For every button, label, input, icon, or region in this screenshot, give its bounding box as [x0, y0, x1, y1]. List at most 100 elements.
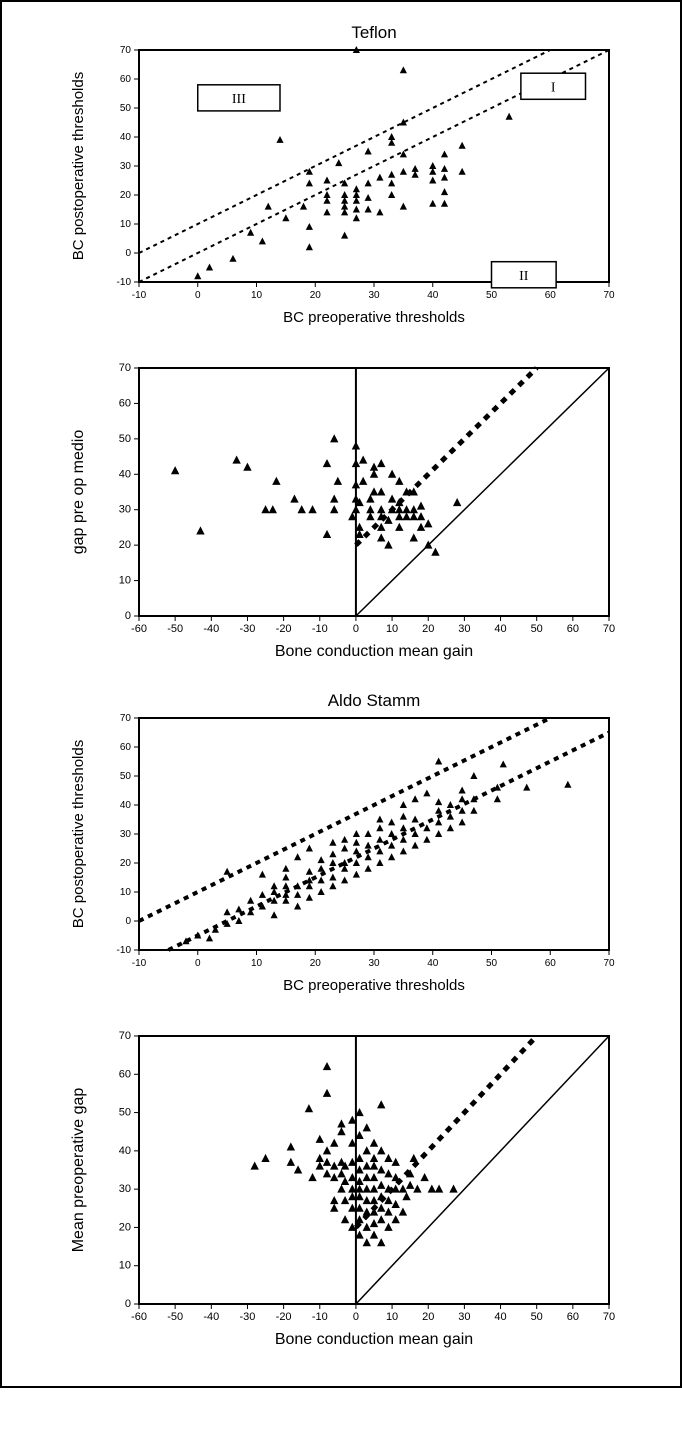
x-tick-label: 20 — [310, 958, 322, 969]
x-tick-label: -20 — [276, 1311, 292, 1323]
y-axis-label: BC postoperative thresholds — [70, 72, 87, 260]
x-tick-label: -10 — [132, 290, 147, 301]
y-tick-label: 20 — [120, 858, 132, 869]
chart-title: Teflon — [351, 23, 396, 42]
region-label: II — [519, 269, 529, 284]
y-tick-label: 10 — [120, 219, 132, 230]
y-tick-label: 70 — [119, 362, 131, 374]
x-tick-label: 30 — [458, 623, 470, 635]
y-tick-label: 40 — [119, 1145, 131, 1157]
teflon-bc-scatter: Teflon -10 0 10 20 30 40 50 60 70 -10 0 10 20 30 40 50 60… — [61, 20, 621, 330]
stamm-bc-scatter: Aldo Stamm -10 0 10 20 30 40 50 60 70 -10 0 10 20 30 40… — [61, 688, 621, 998]
x-tick-label: 0 — [353, 1311, 359, 1323]
x-tick-label: 10 — [386, 623, 398, 635]
x-tick-label: -40 — [203, 623, 219, 635]
plot-area — [139, 718, 609, 950]
x-tick-label: 70 — [603, 290, 615, 301]
x-tick-label: 40 — [427, 290, 439, 301]
x-axis-label: Bone conduction mean gain — [275, 1331, 473, 1348]
y-axis-label: gap pre op medio — [70, 430, 87, 555]
x-tick-label: 50 — [531, 623, 543, 635]
y-tick-label: 40 — [120, 132, 132, 143]
y-tick-label: 70 — [120, 45, 132, 56]
x-tick-label: 60 — [545, 290, 557, 301]
x-tick-label: 50 — [531, 1311, 543, 1323]
y-tick-label: 70 — [119, 1030, 131, 1042]
x-tick-label: 50 — [486, 958, 498, 969]
y-tick-label: 40 — [120, 800, 132, 811]
x-tick-label: 30 — [368, 290, 380, 301]
y-tick-label: 50 — [119, 433, 131, 445]
x-axis-label: Bone conduction mean gain — [275, 643, 473, 660]
x-tick-label: 30 — [368, 958, 380, 969]
y-axis-label: Mean preoperative gap — [70, 1088, 87, 1253]
x-tick-label: 40 — [494, 1311, 506, 1323]
x-tick-label: 20 — [422, 623, 434, 635]
y-tick-label: 20 — [120, 190, 132, 201]
x-tick-label: 10 — [386, 1311, 398, 1323]
x-tick-label: 20 — [310, 290, 322, 301]
y-axis-label: BC postoperative thresholds — [70, 740, 87, 928]
x-tick-label: -10 — [132, 958, 147, 969]
region-label: III — [232, 92, 246, 107]
y-tick-label: 20 — [119, 1221, 131, 1233]
x-tick-label: 60 — [567, 623, 579, 635]
x-tick-label: 70 — [603, 623, 615, 635]
x-tick-label: -30 — [240, 623, 256, 635]
y-tick-label: 0 — [125, 248, 131, 259]
x-tick-label: 70 — [603, 958, 615, 969]
y-tick-label: 30 — [119, 504, 131, 516]
x-tick-label: 0 — [353, 623, 359, 635]
x-tick-label: -50 — [167, 1311, 183, 1323]
x-axis-label: BC preoperative thresholds — [283, 977, 465, 994]
chart-title: Aldo Stamm — [328, 691, 421, 710]
x-tick-label: 10 — [251, 958, 263, 969]
x-tick-label: 10 — [251, 290, 263, 301]
y-tick-label: 10 — [119, 575, 131, 587]
x-tick-label: 20 — [422, 1311, 434, 1323]
y-tick-label: 50 — [120, 103, 132, 114]
y-tick-label: 10 — [120, 887, 132, 898]
x-tick-label: 0 — [195, 958, 201, 969]
y-tick-label: 0 — [125, 1298, 131, 1310]
x-tick-label: -50 — [167, 623, 183, 635]
x-tick-label: -40 — [203, 1311, 219, 1323]
figure-page: Teflon -10 0 10 20 30 40 50 60 70 -10 0 10 20 30 40 50 60… — [0, 0, 682, 1388]
y-tick-label: 50 — [120, 771, 132, 782]
teflon-amsterdam-plot: -60 -50 -40 -30 -20 -10 0 10 20 30 40 50 60 70 0 10 20 30… — [61, 354, 621, 664]
y-tick-label: 10 — [119, 1260, 131, 1272]
y-tick-label: -10 — [117, 277, 132, 288]
y-tick-label: 20 — [119, 539, 131, 551]
y-tick-label: 60 — [119, 1068, 131, 1080]
plot-area — [139, 1036, 609, 1304]
region-label: I — [551, 80, 556, 95]
y-tick-label: 30 — [119, 1183, 131, 1195]
y-tick-label: 40 — [119, 468, 131, 480]
x-tick-label: -10 — [312, 1311, 328, 1323]
y-tick-label: -10 — [117, 945, 132, 956]
x-tick-label: 50 — [486, 290, 498, 301]
x-tick-label: 70 — [603, 1311, 615, 1323]
y-tick-label: 60 — [120, 74, 132, 85]
x-tick-label: -60 — [131, 1311, 147, 1323]
y-tick-label: 30 — [120, 161, 132, 172]
x-tick-label: -20 — [276, 623, 292, 635]
x-tick-label: -10 — [312, 623, 328, 635]
y-tick-label: 0 — [125, 610, 131, 622]
x-tick-label: 40 — [494, 623, 506, 635]
x-tick-label: 60 — [545, 958, 557, 969]
y-tick-label: 30 — [120, 829, 132, 840]
x-tick-label: 40 — [427, 958, 439, 969]
y-tick-label: 70 — [120, 713, 132, 724]
x-tick-label: 60 — [567, 1311, 579, 1323]
x-axis-label: BC preoperative thresholds — [283, 309, 465, 326]
x-tick-label: -30 — [240, 1311, 256, 1323]
x-tick-label: 0 — [195, 290, 201, 301]
x-tick-label: -60 — [131, 623, 147, 635]
stamm-amsterdam-plot: -60 -50 -40 -30 -20 -10 0 10 20 30 40 50 60 70 0 10 20 30… — [61, 1022, 621, 1352]
y-tick-label: 60 — [120, 742, 132, 753]
x-tick-label: 30 — [458, 1311, 470, 1323]
y-tick-label: 50 — [119, 1107, 131, 1119]
y-tick-label: 0 — [125, 916, 131, 927]
y-tick-label: 60 — [119, 397, 131, 409]
